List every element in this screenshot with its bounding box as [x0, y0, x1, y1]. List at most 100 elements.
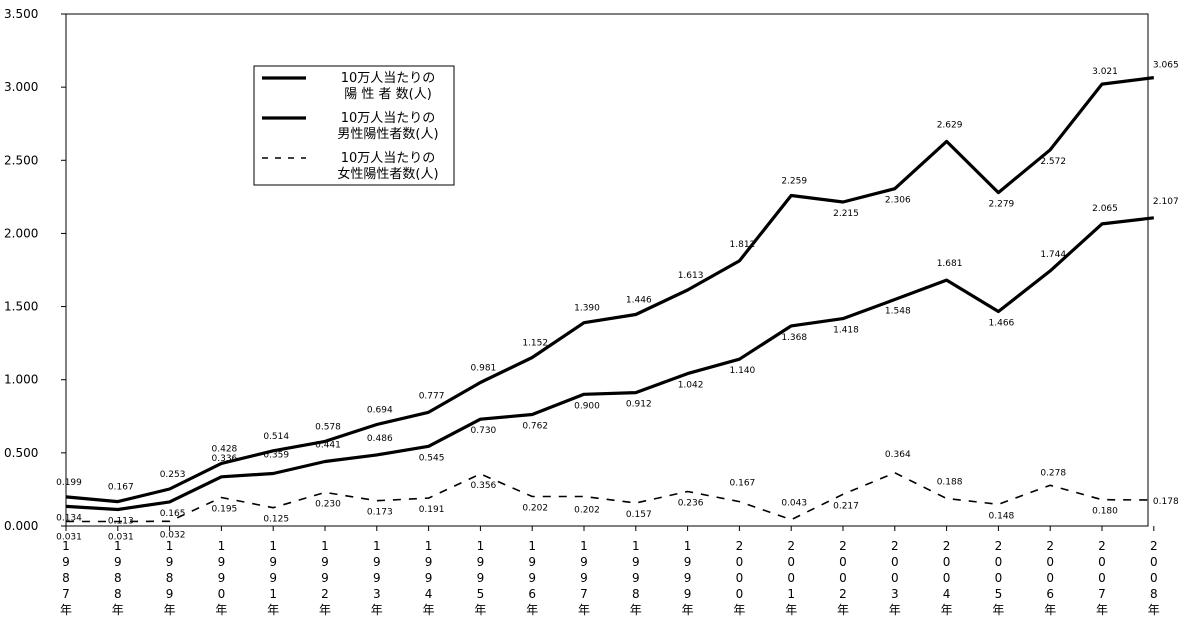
- x-tick-label-char: 2: [736, 539, 744, 553]
- series-lines: [65, 76, 1154, 523]
- x-tick-label-char: 7: [580, 587, 588, 601]
- data-label: 0.043: [781, 499, 807, 509]
- data-label: 1.446: [626, 295, 652, 305]
- y-tick-label: 3.500: [4, 7, 38, 21]
- legend-label: 10万人当たりの: [341, 111, 436, 126]
- x-tick-label-char: 0: [891, 571, 899, 585]
- series-line-2: [66, 471, 1154, 523]
- x-tick-label-char: 5: [477, 587, 485, 601]
- x-tick-label-char: 0: [1098, 555, 1106, 569]
- x-tick-label-char: 9: [684, 587, 692, 601]
- data-label: 2.259: [781, 177, 807, 187]
- x-tick-label-char: 年: [1096, 603, 1108, 617]
- x-tick-label-char: 7: [1098, 587, 1106, 601]
- data-label: 0.173: [367, 508, 393, 518]
- data-label: 1.042: [678, 381, 704, 391]
- y-tick-label: 1.500: [4, 300, 38, 314]
- data-label: 2.306: [885, 196, 911, 206]
- data-label: 0.217: [833, 501, 859, 511]
- x-tick-label-char: 8: [62, 571, 70, 585]
- data-label: 1.466: [989, 319, 1015, 329]
- x-tick-label-char: 8: [1150, 587, 1158, 601]
- x-tick-label-char: 1: [166, 539, 174, 553]
- data-label: 0.167: [730, 479, 756, 489]
- x-tick-label: 1 9 8 9 年: [164, 539, 176, 617]
- data-label: 0.777: [419, 391, 445, 401]
- x-tick-label: 1 9 9 1 年: [267, 539, 279, 617]
- data-label: 0.694: [367, 405, 393, 415]
- x-tick-label-char: 7: [62, 587, 70, 601]
- x-tick-label-char: 年: [578, 603, 590, 617]
- x-tick-label: 1 9 9 6 年: [526, 539, 538, 617]
- data-label: 0.230: [315, 499, 341, 509]
- x-tick-label-char: 1: [684, 539, 692, 553]
- data-label: 0.157: [626, 510, 652, 520]
- data-label: 2.279: [989, 200, 1015, 210]
- x-tick-label: 1 9 8 8 年: [112, 539, 124, 617]
- data-label: 1.613: [678, 271, 704, 281]
- x-tick-label-char: 0: [1046, 571, 1054, 585]
- x-tick-label-char: 9: [477, 571, 485, 585]
- x-tick-label-char: 9: [114, 555, 122, 569]
- x-tick-label-char: 2: [1150, 539, 1158, 553]
- x-tick-label-char: 年: [785, 603, 797, 617]
- data-label: 0.356: [471, 481, 497, 491]
- data-label: 0.195: [212, 504, 238, 514]
- x-tick-label: 2 0 0 7 年: [1096, 539, 1108, 617]
- x-tick-label-char: 5: [995, 587, 1003, 601]
- x-tick-label: 1 9 9 7 年: [578, 539, 590, 617]
- x-tick-label-char: 1: [62, 539, 70, 553]
- x-tick-label-char: 0: [736, 571, 744, 585]
- x-tick-label-char: 年: [630, 603, 642, 617]
- legend-label: 10万人当たりの: [341, 151, 436, 166]
- x-tick-label-char: 9: [477, 555, 485, 569]
- x-tick-label-char: 4: [425, 587, 433, 601]
- x-tick-label-char: 0: [1150, 571, 1158, 585]
- x-tick-label-char: 9: [218, 571, 226, 585]
- x-tick-label-char: 0: [943, 571, 951, 585]
- data-label: 0.113: [108, 516, 134, 526]
- x-tick-label-char: 8: [114, 587, 122, 601]
- data-label: 0.981: [471, 363, 497, 373]
- data-label: 3.065: [1153, 61, 1179, 71]
- x-tick-label-char: 9: [425, 555, 433, 569]
- x-tick-label-char: 2: [995, 539, 1003, 553]
- data-label: 1.152: [522, 338, 548, 348]
- x-tick-label-char: 9: [684, 555, 692, 569]
- x-tick-label-char: 6: [528, 587, 536, 601]
- x-tick-label-char: 0: [1098, 571, 1106, 585]
- data-label: 1.418: [833, 326, 859, 336]
- x-tick-label: 2 0 0 4 年: [941, 539, 953, 617]
- x-tick-label-char: 9: [373, 555, 381, 569]
- x-tick-label-char: 年: [319, 603, 331, 617]
- y-tick-label: 2.000: [4, 226, 38, 240]
- x-tick-label-char: 年: [267, 603, 279, 617]
- data-label: 0.188: [937, 477, 963, 487]
- x-tick-label-char: 0: [736, 555, 744, 569]
- data-label: 2.107: [1153, 197, 1179, 207]
- x-tick-label-char: 1: [632, 539, 640, 553]
- data-label: 1.681: [937, 259, 963, 269]
- x-tick-label: 1 9 9 3 年: [371, 539, 383, 617]
- x-tick-label: 1 9 9 2 年: [319, 539, 331, 617]
- x-tick-label-char: 2: [839, 587, 847, 601]
- series-line-0: [65, 216, 1154, 512]
- x-tick-label-char: 年: [60, 603, 72, 617]
- x-tick-label-char: 年: [837, 603, 849, 617]
- x-tick-label-char: 年: [164, 603, 176, 617]
- data-label: 2.572: [1040, 157, 1066, 167]
- data-label: 0.191: [419, 505, 445, 515]
- x-tick-label: 2 0 0 1 年: [785, 539, 797, 617]
- data-label: 0.278: [1040, 468, 1066, 478]
- x-tick-label-char: 年: [474, 603, 486, 617]
- data-label: 0.236: [678, 498, 704, 508]
- y-axis: 0.000 0.500 1.000 1.500 2.000 2.500 3.000 3.500: [4, 7, 66, 533]
- data-label: 2.215: [833, 209, 859, 219]
- x-tick-label-char: 9: [684, 571, 692, 585]
- data-label: 0.912: [626, 400, 652, 410]
- x-tick-label-char: 1: [218, 539, 226, 553]
- x-tick-label: 1 9 9 8 年: [630, 539, 642, 617]
- x-tick-label: 2 0 0 5 年: [992, 539, 1004, 617]
- x-tick-label-char: 8: [166, 571, 174, 585]
